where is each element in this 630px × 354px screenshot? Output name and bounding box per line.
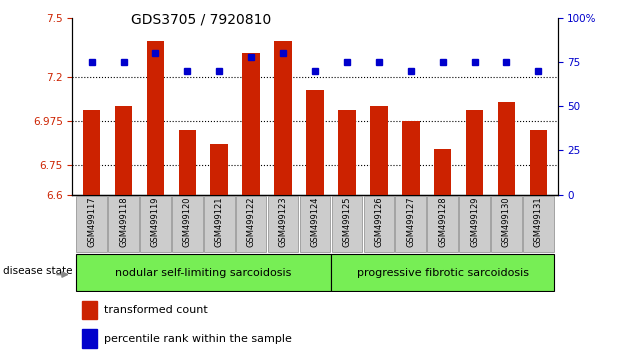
Bar bbox=[402, 121, 420, 195]
Bar bbox=[466, 110, 483, 195]
FancyBboxPatch shape bbox=[523, 196, 554, 252]
Text: GSM499121: GSM499121 bbox=[215, 196, 224, 247]
Text: GSM499124: GSM499124 bbox=[311, 196, 319, 247]
Bar bbox=[434, 149, 452, 195]
Bar bbox=[498, 102, 515, 195]
Text: GSM499122: GSM499122 bbox=[247, 196, 256, 247]
FancyBboxPatch shape bbox=[140, 196, 171, 252]
Text: nodular self-limiting sarcoidosis: nodular self-limiting sarcoidosis bbox=[115, 268, 292, 278]
Bar bbox=[83, 110, 100, 195]
Bar bbox=[530, 130, 547, 195]
Bar bbox=[243, 53, 260, 195]
Text: transformed count: transformed count bbox=[104, 305, 208, 315]
Bar bbox=[338, 110, 356, 195]
FancyBboxPatch shape bbox=[76, 196, 107, 252]
FancyBboxPatch shape bbox=[172, 196, 203, 252]
Bar bbox=[306, 91, 324, 195]
Text: progressive fibrotic sarcoidosis: progressive fibrotic sarcoidosis bbox=[357, 268, 529, 278]
Text: GSM499127: GSM499127 bbox=[406, 196, 415, 247]
Bar bbox=[370, 106, 387, 195]
Text: GSM499129: GSM499129 bbox=[470, 196, 479, 247]
Text: GSM499117: GSM499117 bbox=[87, 196, 96, 247]
Text: GSM499119: GSM499119 bbox=[151, 196, 160, 247]
Text: GSM499128: GSM499128 bbox=[438, 196, 447, 247]
FancyBboxPatch shape bbox=[331, 254, 554, 291]
FancyBboxPatch shape bbox=[236, 196, 266, 252]
Bar bbox=[82, 329, 97, 348]
Text: GDS3705 / 7920810: GDS3705 / 7920810 bbox=[132, 12, 272, 27]
Text: GSM499125: GSM499125 bbox=[343, 196, 352, 247]
Text: GSM499118: GSM499118 bbox=[119, 196, 128, 247]
FancyBboxPatch shape bbox=[331, 196, 362, 252]
Text: GSM499131: GSM499131 bbox=[534, 196, 543, 247]
Text: GSM499126: GSM499126 bbox=[374, 196, 383, 247]
Bar bbox=[178, 130, 196, 195]
FancyBboxPatch shape bbox=[300, 196, 330, 252]
FancyBboxPatch shape bbox=[76, 254, 331, 291]
Bar bbox=[210, 144, 228, 195]
Text: disease state: disease state bbox=[3, 266, 72, 276]
FancyBboxPatch shape bbox=[491, 196, 522, 252]
Bar bbox=[274, 41, 292, 195]
FancyBboxPatch shape bbox=[459, 196, 490, 252]
Bar bbox=[147, 41, 164, 195]
FancyBboxPatch shape bbox=[204, 196, 234, 252]
FancyBboxPatch shape bbox=[268, 196, 299, 252]
FancyBboxPatch shape bbox=[364, 196, 394, 252]
Text: GSM499123: GSM499123 bbox=[278, 196, 287, 247]
Bar bbox=[82, 301, 97, 319]
Bar bbox=[115, 106, 132, 195]
FancyBboxPatch shape bbox=[427, 196, 458, 252]
Text: GSM499120: GSM499120 bbox=[183, 196, 192, 247]
FancyBboxPatch shape bbox=[108, 196, 139, 252]
Text: percentile rank within the sample: percentile rank within the sample bbox=[104, 333, 292, 343]
FancyBboxPatch shape bbox=[396, 196, 426, 252]
Text: GSM499130: GSM499130 bbox=[502, 196, 511, 247]
